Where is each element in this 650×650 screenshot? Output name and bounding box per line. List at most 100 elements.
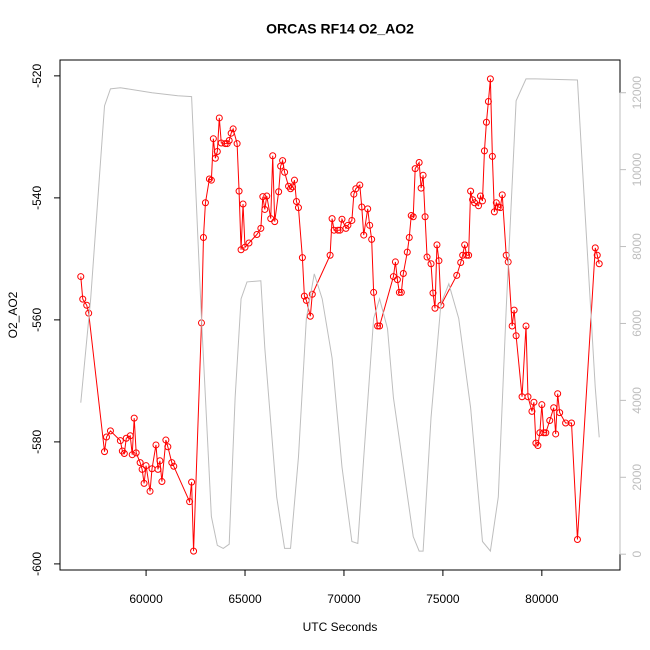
data-point: [328, 215, 336, 223]
data-point: [290, 176, 298, 184]
data-point: [106, 427, 114, 435]
data-point: [484, 97, 492, 105]
y2-tick-label: 0: [630, 551, 644, 558]
data-point: [162, 436, 170, 444]
data-point: [233, 140, 241, 148]
data-point: [306, 312, 314, 320]
data-point: [423, 253, 431, 261]
data-point: [431, 304, 439, 312]
data-point: [239, 200, 247, 208]
data-point: [298, 254, 306, 262]
data-point: [158, 478, 166, 486]
data-point: [294, 204, 302, 212]
data-point: [556, 409, 564, 417]
data-point: [164, 443, 172, 451]
data-point: [433, 241, 441, 249]
data-point: [415, 158, 423, 166]
data-point: [496, 204, 504, 212]
x-tick-label: 80000: [525, 592, 559, 606]
data-point: [136, 459, 144, 467]
data-point: [453, 271, 461, 279]
y2-tick-label: 2000: [630, 464, 644, 491]
y-tick-label: -560: [30, 308, 44, 332]
data-point: [156, 457, 164, 465]
y-tick-label: -540: [30, 186, 44, 210]
data-point: [257, 224, 265, 232]
y2-tick-label: 12000: [630, 76, 644, 110]
data-point: [235, 187, 243, 195]
data-point: [168, 459, 176, 467]
data-point: [573, 535, 581, 543]
series-line: [80, 78, 600, 553]
data-point: [300, 292, 308, 300]
data-point: [229, 125, 237, 133]
data-point: [405, 234, 413, 242]
data-point: [393, 276, 401, 284]
data-point: [209, 135, 217, 143]
data-point: [140, 479, 148, 487]
data-point: [101, 448, 109, 456]
data-point: [435, 257, 443, 265]
data-point: [421, 213, 429, 221]
data-point: [292, 198, 300, 206]
data-point: [352, 185, 360, 193]
data-point: [126, 432, 134, 440]
x-axis-label: UTC Seconds: [303, 620, 378, 634]
data-point: [478, 197, 486, 205]
data-point: [370, 288, 378, 296]
data-point: [253, 230, 261, 238]
data-point: [482, 118, 490, 126]
data-point: [211, 154, 219, 162]
data-point: [542, 429, 550, 437]
data-point: [467, 187, 475, 195]
data-point: [374, 322, 382, 330]
data-point: [488, 152, 496, 160]
data-point: [199, 234, 207, 242]
data-point: [338, 215, 346, 223]
data-point: [366, 221, 374, 229]
data-point: [524, 393, 532, 401]
data-point: [326, 251, 334, 259]
data-point: [417, 184, 425, 192]
data-point: [498, 191, 506, 199]
data-point: [528, 407, 536, 415]
data-point: [215, 114, 223, 122]
data-point: [368, 235, 376, 243]
data-point: [457, 259, 465, 267]
data-point: [534, 442, 542, 450]
data-point: [552, 430, 560, 438]
data-point: [308, 290, 316, 298]
data-point: [128, 451, 136, 459]
chart-title: ORCAS RF14 O2_AO2: [266, 21, 414, 37]
data-point: [419, 171, 427, 179]
data-point: [287, 185, 295, 193]
data-point: [568, 419, 576, 427]
data-point: [550, 404, 558, 412]
data-point: [241, 243, 249, 251]
data-point: [152, 441, 160, 449]
data-point: [411, 165, 419, 173]
data-point: [186, 498, 194, 506]
data-point: [259, 193, 267, 201]
data-point: [275, 188, 283, 196]
data-point: [227, 129, 235, 137]
data-point: [207, 176, 215, 184]
data-point: [334, 226, 342, 234]
data-point: [480, 147, 488, 155]
data-point: [427, 260, 435, 268]
y2-tick-label: 4000: [630, 387, 644, 414]
data-point: [130, 414, 138, 422]
data-point: [554, 390, 562, 398]
data-point: [429, 289, 437, 297]
data-point: [213, 148, 221, 156]
data-point: [376, 322, 384, 330]
data-point: [512, 332, 520, 340]
x-tick-label: 65000: [228, 592, 262, 606]
data-point: [465, 251, 473, 259]
data-point: [360, 231, 368, 239]
data-point: [188, 478, 196, 486]
data-point: [540, 429, 548, 437]
data-point: [486, 75, 494, 83]
